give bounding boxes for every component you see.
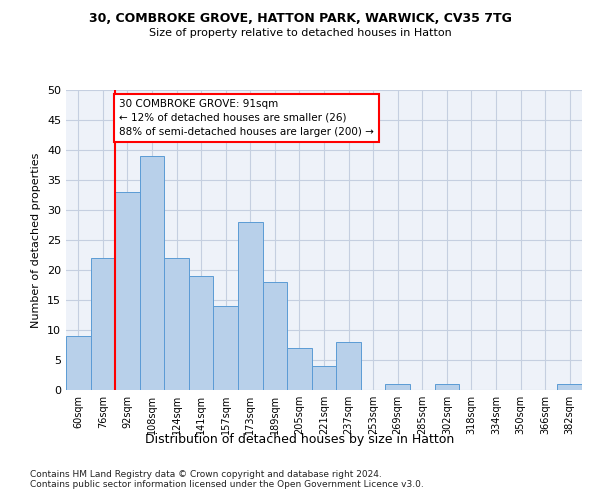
Bar [287, 348, 312, 390]
Bar [263, 282, 287, 390]
Bar [115, 192, 140, 390]
Bar [238, 222, 263, 390]
Text: Contains public sector information licensed under the Open Government Licence v3: Contains public sector information licen… [30, 480, 424, 489]
Bar [140, 156, 164, 390]
Bar [385, 384, 410, 390]
Text: 30 COMBROKE GROVE: 91sqm
← 12% of detached houses are smaller (26)
88% of semi-d: 30 COMBROKE GROVE: 91sqm ← 12% of detach… [119, 99, 374, 137]
Bar [557, 384, 582, 390]
Text: Contains HM Land Registry data © Crown copyright and database right 2024.: Contains HM Land Registry data © Crown c… [30, 470, 382, 479]
Bar [66, 336, 91, 390]
Bar [312, 366, 336, 390]
Text: Distribution of detached houses by size in Hatton: Distribution of detached houses by size … [145, 432, 455, 446]
Bar [336, 342, 361, 390]
Bar [91, 258, 115, 390]
Y-axis label: Number of detached properties: Number of detached properties [31, 152, 41, 328]
Text: Size of property relative to detached houses in Hatton: Size of property relative to detached ho… [149, 28, 451, 38]
Bar [189, 276, 214, 390]
Text: 30, COMBROKE GROVE, HATTON PARK, WARWICK, CV35 7TG: 30, COMBROKE GROVE, HATTON PARK, WARWICK… [89, 12, 511, 26]
Bar [214, 306, 238, 390]
Bar [164, 258, 189, 390]
Bar [434, 384, 459, 390]
